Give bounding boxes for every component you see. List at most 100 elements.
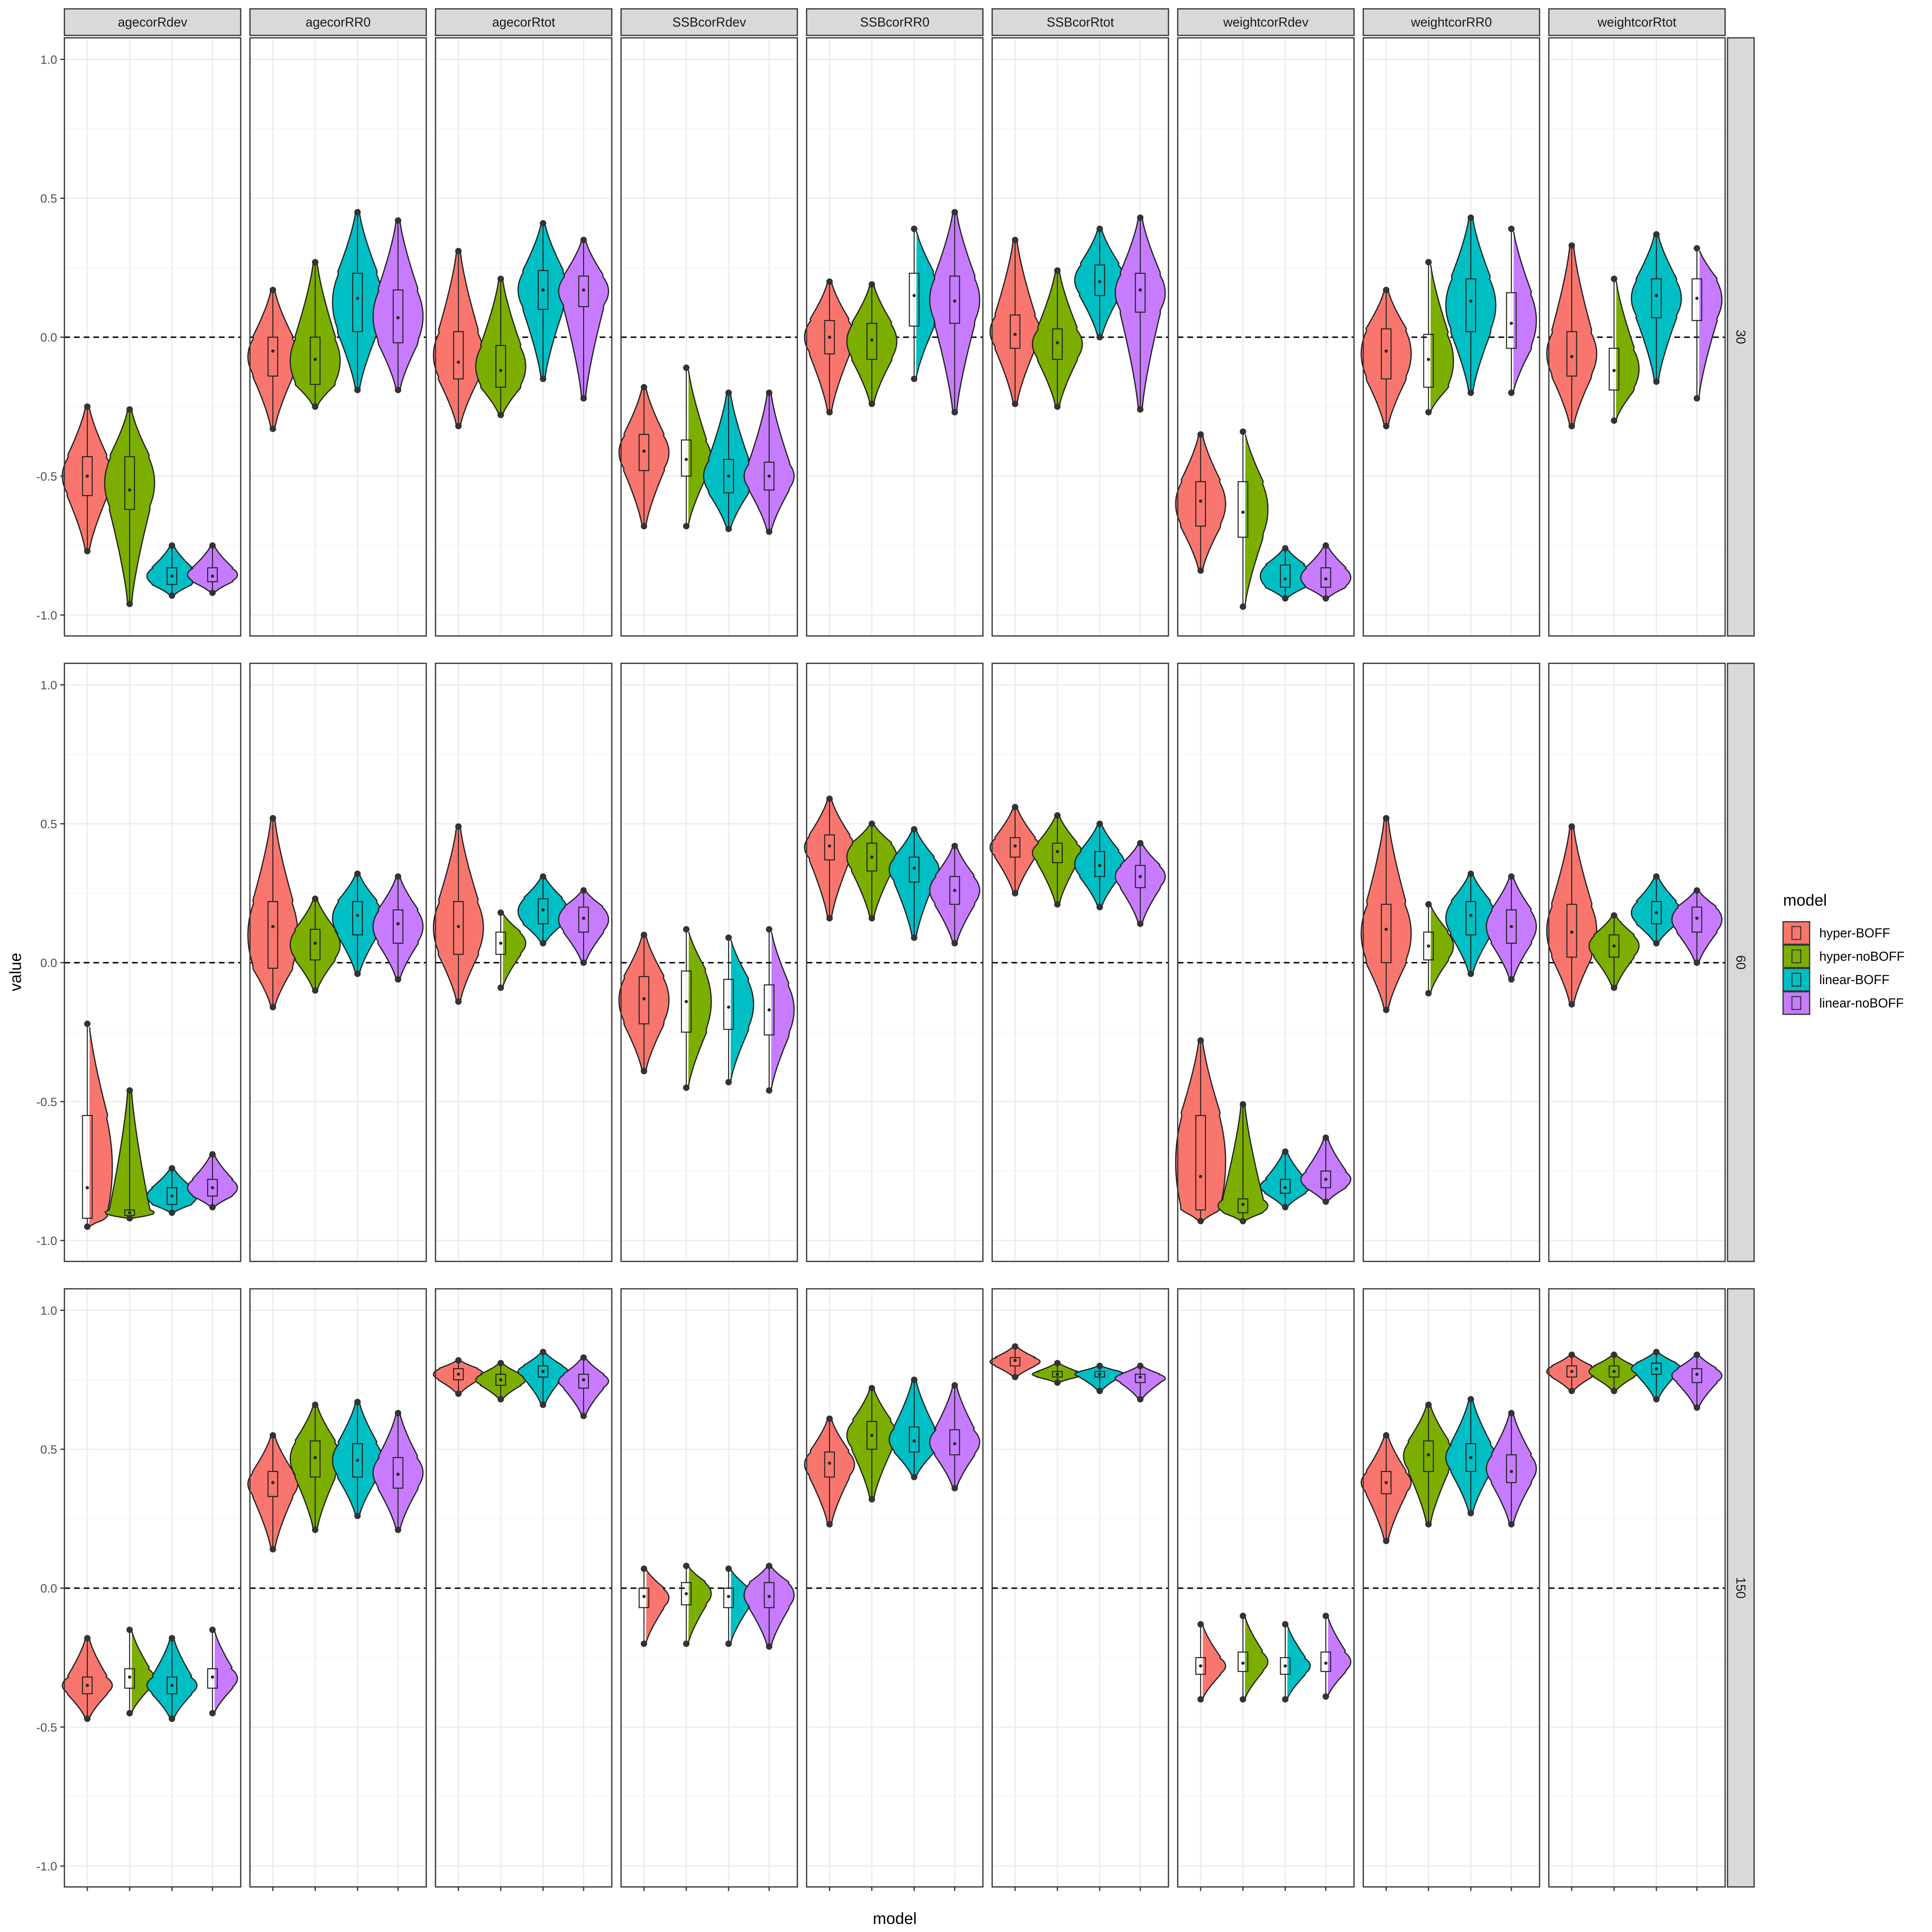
outlier-point bbox=[1383, 815, 1389, 822]
panels-layer: agecorRdev agecorRR0 agecorRtot SSBcorRdev S… bbox=[62, 8, 1726, 1891]
median-point bbox=[271, 1481, 275, 1484]
outlier-point bbox=[455, 423, 462, 429]
panel-border bbox=[1177, 1288, 1355, 1888]
median-point bbox=[1098, 864, 1102, 867]
box-hyper-BOFF bbox=[638, 976, 650, 1024]
outlier-point bbox=[269, 1004, 276, 1011]
panel-agecorRR0-30: agecorRR0 bbox=[247, 8, 427, 637]
box-linear-BOFF bbox=[1280, 1657, 1291, 1675]
median-point bbox=[1612, 369, 1616, 372]
outlier-point bbox=[394, 976, 401, 983]
outlier-point bbox=[951, 409, 958, 416]
facet-strip-label: agecorRtot bbox=[492, 15, 555, 29]
outlier-point bbox=[1653, 231, 1660, 238]
outlier-point bbox=[951, 1485, 958, 1492]
outlier-point bbox=[683, 1640, 690, 1647]
outlier-point bbox=[497, 1360, 504, 1366]
box-hyper-noBOFF bbox=[495, 931, 506, 955]
panel-weightcorRtot-30: weightcorRtot bbox=[1546, 8, 1726, 637]
violin-hyper-BOFF bbox=[645, 1569, 670, 1644]
panel-SSBcorRR0-30: SSBcorRR0 bbox=[804, 8, 984, 637]
median-point bbox=[1199, 1664, 1202, 1668]
median-point bbox=[1199, 499, 1202, 503]
panel-agecorRR0-150 bbox=[247, 1288, 427, 1891]
violin-hyper-noBOFF bbox=[131, 1631, 155, 1713]
outlier-point bbox=[497, 275, 504, 282]
outlier-point bbox=[640, 523, 647, 530]
outlier-point bbox=[209, 589, 216, 596]
panel-border bbox=[1362, 37, 1540, 637]
y-tick-label: 0.0 bbox=[40, 331, 57, 345]
box-linear-BOFF bbox=[1465, 1443, 1476, 1472]
median-point bbox=[499, 1378, 503, 1382]
outlier-point bbox=[640, 384, 647, 390]
legend-key-box bbox=[1791, 972, 1802, 987]
median-point bbox=[1056, 341, 1059, 345]
row-strip-label: 60 bbox=[1734, 955, 1748, 970]
box-hyper-noBOFF bbox=[124, 1668, 135, 1689]
outlier-point bbox=[580, 887, 587, 894]
outlier-point bbox=[126, 1087, 133, 1094]
median-point bbox=[170, 574, 174, 578]
outlier-point bbox=[1137, 1396, 1144, 1403]
box-linear-noBOFF bbox=[949, 1429, 960, 1455]
legend-key-swatch bbox=[1782, 968, 1810, 992]
median-point bbox=[314, 1456, 317, 1459]
outlier-point bbox=[497, 909, 504, 916]
outlier-point bbox=[354, 870, 361, 877]
median-point bbox=[1509, 1470, 1513, 1473]
outlier-point bbox=[169, 1165, 175, 1172]
panel-weightcorRdev-150 bbox=[1177, 1288, 1355, 1891]
violin-hyper-BOFF bbox=[89, 1027, 113, 1227]
facet-strip-label: weightcorRtot bbox=[1597, 15, 1676, 29]
box-linear-noBOFF bbox=[392, 289, 404, 343]
box-linear-BOFF bbox=[1280, 564, 1291, 588]
outlier-point bbox=[1240, 1218, 1247, 1224]
panel-border bbox=[620, 37, 798, 637]
outlier-point bbox=[826, 409, 833, 416]
legend-key-swatch bbox=[1782, 991, 1810, 1015]
outlier-point bbox=[683, 1084, 690, 1091]
violin-hyper-noBOFF bbox=[502, 913, 526, 988]
panel-border bbox=[806, 1288, 984, 1888]
box-linear-noBOFF bbox=[578, 906, 589, 933]
outlier-point bbox=[312, 259, 319, 266]
median-point bbox=[396, 316, 400, 320]
median-point bbox=[828, 1461, 831, 1465]
outlier-point bbox=[1693, 245, 1700, 252]
outlier-point bbox=[455, 998, 462, 1005]
labels-layer: 30 -1.0 -0.5 0.0 0.5 1.0 60 -1.0 -0.5 0.0 0.5 1.0 15… bbox=[7, 37, 1755, 1928]
outlier-point bbox=[1137, 406, 1144, 413]
box-linear-BOFF bbox=[1651, 901, 1662, 925]
median-point bbox=[128, 1211, 132, 1214]
box-linear-BOFF bbox=[1280, 1179, 1291, 1194]
outlier-point bbox=[1054, 403, 1061, 410]
median-point bbox=[727, 1595, 731, 1598]
outlier-point bbox=[84, 1635, 91, 1641]
median-point bbox=[1241, 510, 1245, 514]
outlier-point bbox=[312, 1402, 319, 1408]
outlier-point bbox=[169, 592, 175, 599]
y-tick-label: 0.0 bbox=[40, 1582, 57, 1596]
panel-border bbox=[620, 1288, 798, 1888]
box-hyper-BOFF bbox=[82, 1676, 93, 1695]
outlier-point bbox=[1508, 225, 1515, 232]
box-hyper-noBOFF bbox=[866, 842, 877, 872]
outlier-point bbox=[911, 376, 918, 382]
facet-strip-label: weightcorRR0 bbox=[1411, 15, 1492, 29]
panel-agecorRR0-60 bbox=[247, 663, 427, 1262]
box-hyper-BOFF bbox=[1009, 837, 1021, 858]
outlier-point bbox=[1611, 275, 1618, 282]
outlier-point bbox=[209, 1204, 216, 1211]
legend-label: hyper-noBOFF bbox=[1819, 949, 1905, 964]
outlier-point bbox=[497, 412, 504, 419]
y-tick-label: -0.5 bbox=[36, 1721, 57, 1734]
median-point bbox=[271, 349, 275, 353]
outlier-point bbox=[580, 395, 587, 402]
outlier-point bbox=[497, 984, 504, 991]
outlier-point bbox=[1693, 1351, 1700, 1358]
median-point bbox=[1570, 1370, 1573, 1373]
outlier-point bbox=[1425, 990, 1432, 997]
outlier-point bbox=[1096, 1387, 1103, 1394]
median-point bbox=[685, 1000, 688, 1003]
